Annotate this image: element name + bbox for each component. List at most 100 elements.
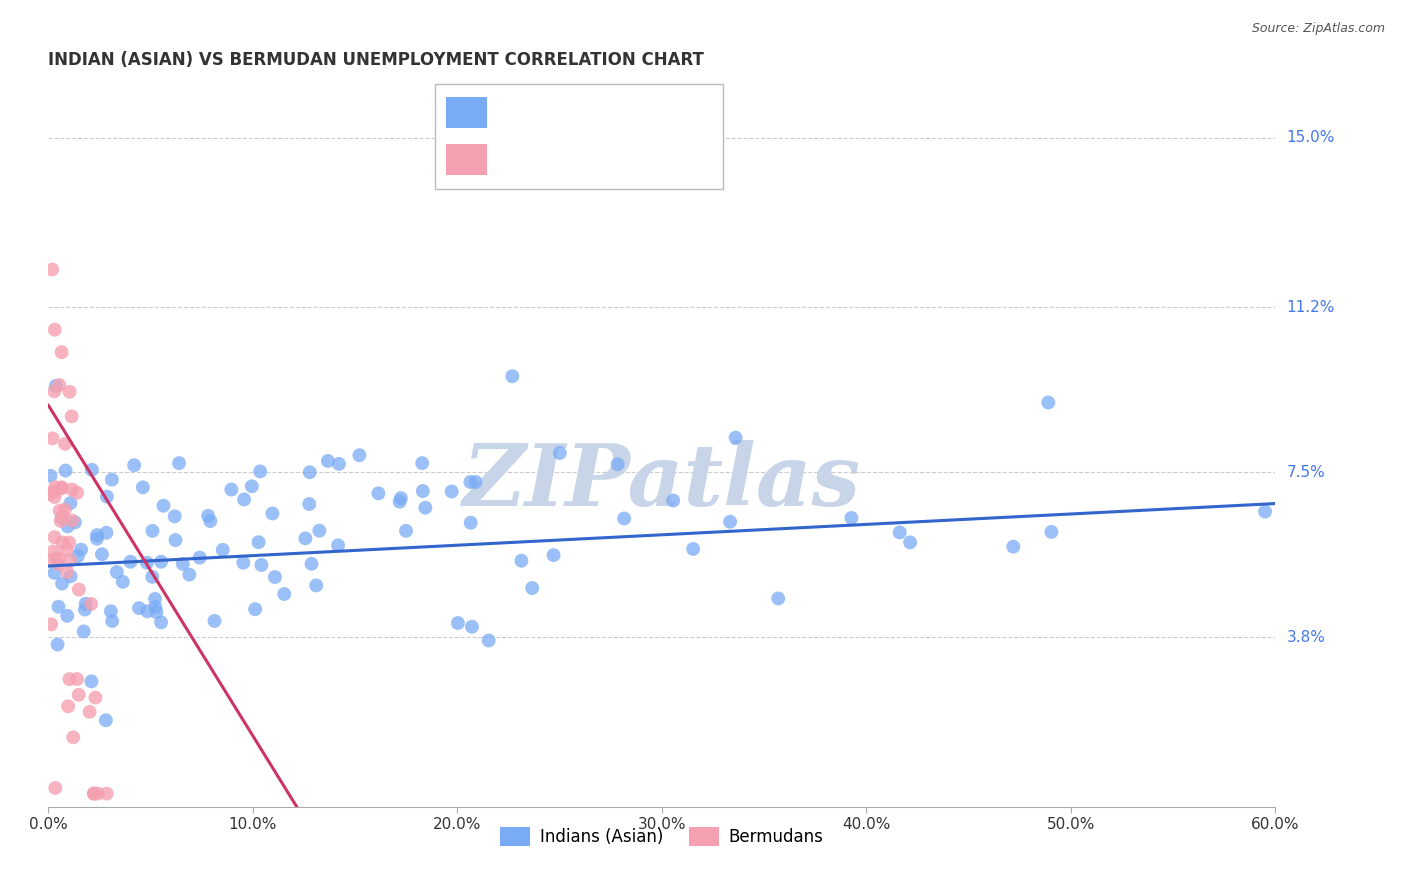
Point xyxy=(179,567,201,582)
Text: 109: 109 xyxy=(665,103,700,121)
FancyBboxPatch shape xyxy=(434,84,723,189)
Point xyxy=(143,591,166,606)
Point xyxy=(243,602,266,616)
Point xyxy=(73,602,96,616)
Point xyxy=(841,511,863,525)
Point xyxy=(1040,524,1063,539)
Point xyxy=(724,431,747,445)
Point xyxy=(204,614,226,628)
Point xyxy=(136,604,159,618)
Point xyxy=(51,481,73,495)
Point xyxy=(51,345,73,359)
Point xyxy=(53,437,76,451)
Point xyxy=(58,535,80,549)
Point xyxy=(682,541,704,556)
Point xyxy=(48,378,70,392)
Point xyxy=(67,688,90,702)
Text: R =: R = xyxy=(498,151,537,169)
Point xyxy=(66,549,89,563)
Point xyxy=(301,557,323,571)
Point xyxy=(59,569,82,583)
Point xyxy=(45,551,67,566)
Point xyxy=(460,516,482,530)
Point xyxy=(440,484,463,499)
Text: R =: R = xyxy=(498,103,537,121)
Point xyxy=(62,731,84,745)
Text: N =: N = xyxy=(613,103,654,121)
Point xyxy=(662,493,685,508)
Point xyxy=(73,624,96,639)
Point xyxy=(150,615,173,630)
Point xyxy=(56,566,79,580)
Point xyxy=(197,508,219,523)
Point xyxy=(44,530,66,544)
Point xyxy=(250,558,273,572)
FancyBboxPatch shape xyxy=(447,144,486,176)
Point xyxy=(51,576,73,591)
FancyBboxPatch shape xyxy=(447,96,486,128)
Point xyxy=(167,456,190,470)
Point xyxy=(122,458,145,473)
Point xyxy=(1254,504,1277,518)
Point xyxy=(42,544,65,558)
Point xyxy=(200,514,222,528)
Point xyxy=(141,524,163,538)
Point xyxy=(163,509,186,524)
Point xyxy=(298,497,321,511)
Point xyxy=(522,581,544,595)
Point xyxy=(141,570,163,584)
Point xyxy=(464,475,486,489)
Point xyxy=(613,511,636,525)
Point xyxy=(38,487,60,501)
Point xyxy=(264,570,287,584)
Point xyxy=(447,615,470,630)
Point xyxy=(44,480,66,494)
Text: N =: N = xyxy=(613,151,654,169)
Point xyxy=(48,504,70,518)
Point xyxy=(1038,395,1060,409)
Text: ZIPatlas: ZIPatlas xyxy=(463,440,860,524)
Point xyxy=(328,457,350,471)
Point xyxy=(305,578,328,592)
Point xyxy=(150,555,173,569)
Point xyxy=(889,525,911,540)
Point xyxy=(232,556,254,570)
Point xyxy=(41,262,63,277)
Point xyxy=(367,486,389,500)
Point xyxy=(188,550,211,565)
Text: 15.0%: 15.0% xyxy=(1286,130,1334,145)
Point xyxy=(165,533,187,547)
Point xyxy=(83,787,105,801)
Point xyxy=(172,557,194,571)
Point xyxy=(349,448,371,462)
Text: Source: ZipAtlas.com: Source: ZipAtlas.com xyxy=(1251,22,1385,36)
Point xyxy=(411,456,433,470)
Point xyxy=(60,483,83,497)
Point xyxy=(79,705,101,719)
Text: 7.5%: 7.5% xyxy=(1286,465,1324,480)
Point xyxy=(233,492,256,507)
Point xyxy=(51,480,73,494)
Text: 3.8%: 3.8% xyxy=(1286,630,1326,645)
Point xyxy=(60,514,83,528)
Point xyxy=(44,490,66,504)
Point xyxy=(96,525,118,540)
Point xyxy=(86,528,108,542)
Point xyxy=(39,617,62,632)
Point xyxy=(46,638,69,652)
Point xyxy=(145,605,167,619)
Point xyxy=(898,535,921,549)
Point xyxy=(395,524,418,538)
Point xyxy=(49,514,72,528)
Point xyxy=(55,464,77,478)
Point xyxy=(83,787,105,801)
Point xyxy=(249,464,271,478)
Point xyxy=(44,484,66,499)
Point xyxy=(48,599,70,614)
Point xyxy=(59,496,82,510)
Point xyxy=(63,516,86,530)
Point xyxy=(1002,540,1025,554)
Point xyxy=(80,674,103,689)
Text: 48: 48 xyxy=(665,151,689,169)
Point xyxy=(86,787,108,801)
